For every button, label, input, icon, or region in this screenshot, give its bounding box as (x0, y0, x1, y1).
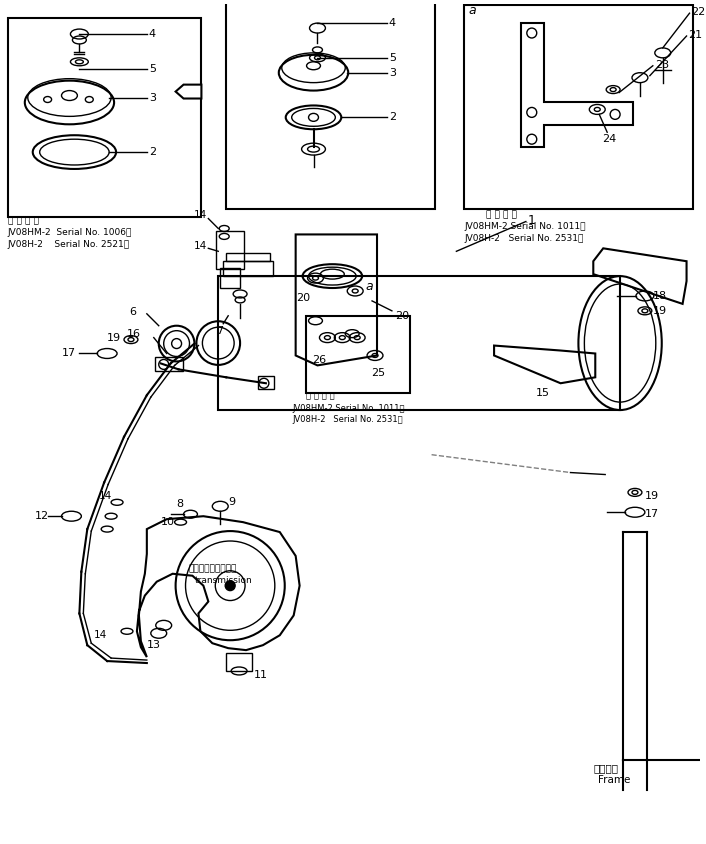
Bar (306, 316, 409, 393)
Bar (465, 5, 693, 208)
Text: JV08H-2    Serial No. 2521～: JV08H-2 Serial No. 2521～ (8, 240, 130, 249)
Text: 適 用 号 機: 適 用 号 機 (8, 216, 39, 225)
FancyArrow shape (176, 84, 201, 99)
Text: 14: 14 (193, 209, 207, 219)
Text: 25: 25 (371, 368, 385, 378)
Bar (226, 653, 252, 671)
Text: JV08HM-2  Serial No. 1006～: JV08HM-2 Serial No. 1006～ (8, 228, 132, 237)
Text: 20: 20 (395, 311, 409, 321)
Text: 適 用 号 機: 適 用 号 機 (306, 392, 334, 401)
Text: 19: 19 (645, 491, 659, 501)
Text: トランスミッション: トランスミッション (189, 565, 237, 573)
Bar (8, 19, 201, 217)
Text: 19: 19 (107, 333, 121, 343)
Text: 20: 20 (296, 293, 310, 303)
Text: 15: 15 (536, 388, 550, 398)
Text: 12: 12 (35, 511, 49, 522)
Circle shape (225, 581, 235, 591)
Text: 10: 10 (161, 517, 174, 528)
Text: 7: 7 (216, 326, 223, 336)
Bar (218, 276, 620, 410)
Bar (258, 376, 274, 389)
Text: 適 用 号 機: 適 用 号 機 (486, 210, 517, 219)
Text: 17: 17 (645, 509, 659, 519)
Text: JV08H-2   Serial No. 2531～: JV08H-2 Serial No. 2531～ (293, 415, 403, 425)
Text: 24: 24 (602, 134, 616, 144)
Text: 17: 17 (61, 349, 76, 359)
Text: 23: 23 (654, 60, 669, 70)
Bar (155, 358, 183, 371)
Text: 11: 11 (254, 670, 268, 680)
Text: JV08HM-2 Serial No. 1011～: JV08HM-2 Serial No. 1011～ (293, 403, 405, 413)
Text: 18: 18 (653, 291, 667, 301)
Text: 3: 3 (149, 93, 156, 102)
Text: 14: 14 (100, 491, 112, 501)
Text: 2: 2 (149, 147, 156, 157)
Bar (226, 253, 270, 262)
Text: 9: 9 (228, 497, 235, 507)
Text: a: a (468, 3, 476, 17)
Text: 26: 26 (313, 355, 327, 365)
Text: 3: 3 (389, 68, 396, 78)
Text: 8: 8 (176, 500, 184, 509)
Text: 5: 5 (389, 53, 396, 62)
Bar (223, 262, 273, 276)
Text: 13: 13 (147, 641, 161, 650)
Text: 21: 21 (688, 30, 702, 40)
Text: 16: 16 (127, 328, 141, 338)
Text: JV08H-2   Serial No. 2531～: JV08H-2 Serial No. 2531～ (465, 234, 584, 243)
Text: 5: 5 (149, 64, 156, 73)
Text: 2: 2 (389, 112, 396, 122)
Polygon shape (137, 517, 299, 657)
Text: フレーム: フレーム (593, 763, 618, 773)
Text: JV08HM-2 Serial No. 1011～: JV08HM-2 Serial No. 1011～ (465, 222, 586, 231)
Text: 6: 6 (129, 307, 136, 316)
Text: transmission: transmission (194, 576, 252, 585)
Bar (216, 231, 244, 269)
Text: 19: 19 (653, 306, 667, 316)
Text: Frame: Frame (598, 775, 630, 785)
Text: 4: 4 (389, 18, 396, 28)
Text: 1: 1 (528, 214, 536, 227)
Text: 14: 14 (193, 241, 207, 252)
Bar (220, 268, 240, 288)
Text: 4: 4 (149, 29, 156, 39)
Text: 14: 14 (95, 630, 107, 641)
Text: 22: 22 (691, 8, 706, 17)
Bar (226, 3, 435, 208)
Text: a: a (365, 279, 373, 293)
